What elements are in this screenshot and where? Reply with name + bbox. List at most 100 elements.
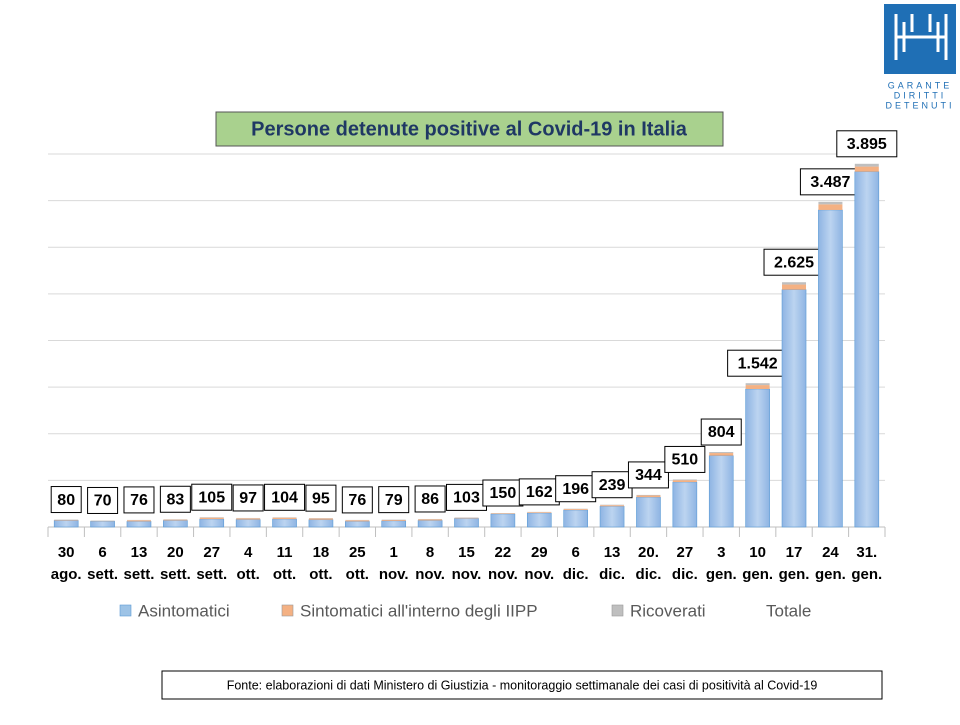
- x-tick-label: 29: [531, 544, 548, 561]
- logo-text: DIRITTI: [894, 90, 947, 100]
- x-tick-label: gen.: [706, 566, 737, 583]
- x-tick-label: 30: [58, 544, 75, 561]
- total-label: 83: [166, 491, 184, 508]
- bar-segment: [382, 520, 406, 521]
- bar-segment: [818, 202, 842, 205]
- x-tick-label: dic.: [672, 566, 698, 583]
- x-tick-label: 17: [786, 544, 803, 561]
- legend-swatch: [612, 605, 623, 616]
- legend-label: Asintomatici: [138, 601, 230, 620]
- bar-segment: [600, 506, 624, 527]
- bar-segment: [673, 479, 697, 480]
- x-tick-label: sett.: [87, 566, 118, 583]
- logo-text: DETENUTI: [886, 100, 955, 110]
- bar-segment: [455, 518, 479, 519]
- x-tick-label: nov.: [524, 566, 554, 583]
- x-tick-label: ago.: [51, 566, 82, 583]
- bar-segment: [127, 520, 151, 521]
- bar-segment: [236, 518, 260, 519]
- x-tick-label: 10: [749, 544, 766, 561]
- x-tick-label: ott.: [309, 566, 332, 583]
- bar-segment: [163, 520, 187, 527]
- total-label: 80: [57, 492, 75, 509]
- x-tick-label: gen.: [815, 566, 846, 583]
- bar-segment: [491, 513, 515, 514]
- bar-segment: [127, 521, 151, 527]
- bar-segment: [709, 452, 733, 453]
- x-tick-label: 20: [167, 544, 184, 561]
- x-tick-label: nov.: [452, 566, 482, 583]
- chart-title: Persone detenute positive al Covid-19 in…: [251, 118, 688, 140]
- x-tick-label: 22: [495, 544, 512, 561]
- x-tick-label: 13: [604, 544, 621, 561]
- x-tick-label: gen.: [742, 566, 773, 583]
- bar-segment: [709, 453, 733, 456]
- bar-segment: [345, 520, 369, 521]
- x-tick-label: 25: [349, 544, 366, 561]
- legend-swatch: [282, 605, 293, 616]
- x-tick-label: 11: [277, 544, 293, 561]
- bar-segment: [818, 210, 842, 527]
- bar-segment: [273, 519, 297, 527]
- x-tick-label: nov.: [379, 566, 409, 583]
- legend-label: Totale: [766, 601, 811, 620]
- legend-swatch: [120, 605, 131, 616]
- bar-segment: [855, 172, 879, 527]
- total-label: 97: [239, 490, 257, 507]
- bar-segment: [636, 495, 660, 497]
- total-label: 70: [94, 493, 112, 510]
- x-tick-label: ott.: [346, 566, 369, 583]
- bar-segment: [200, 519, 224, 527]
- x-tick-label: 13: [131, 544, 148, 561]
- bar-segment: [636, 497, 660, 527]
- bar-segment: [309, 519, 333, 520]
- total-label: 150: [490, 485, 517, 502]
- bar-segment: [818, 204, 842, 210]
- bar-segment: [54, 520, 78, 527]
- bar-segment: [636, 495, 660, 496]
- bar-segment: [273, 518, 297, 519]
- bar-segment: [91, 521, 115, 527]
- total-label: 104: [271, 490, 298, 507]
- x-tick-label: dic.: [563, 566, 589, 583]
- x-tick-label: 8: [426, 544, 434, 561]
- total-label: 1.542: [738, 355, 778, 372]
- bar-segment: [309, 520, 333, 527]
- x-tick-label: dic.: [636, 566, 662, 583]
- total-label: 510: [671, 452, 698, 469]
- bar-segment: [564, 509, 588, 510]
- bar-segment: [782, 290, 806, 527]
- bar-segment: [382, 521, 406, 527]
- legend-label: Ricoverati: [630, 601, 706, 620]
- bar-segment: [163, 520, 187, 521]
- bar-segment: [673, 480, 697, 482]
- x-tick-label: dic.: [599, 566, 625, 583]
- bar-segment: [236, 520, 260, 527]
- total-label: 3.895: [847, 136, 887, 153]
- bar-segment: [345, 521, 369, 527]
- bar-segment: [746, 383, 770, 385]
- bar-segment: [709, 456, 733, 527]
- x-tick-label: sett.: [196, 566, 227, 583]
- x-tick-label: 3: [717, 544, 725, 561]
- bar-segment: [746, 389, 770, 527]
- legend-label: Sintomatici all'interno degli IIPP: [300, 601, 538, 620]
- bar-segment: [527, 513, 551, 527]
- logo: GARANTE DIRITTI DETENUTI: [884, 4, 956, 110]
- bar-segment: [855, 167, 879, 172]
- x-tick-label: 6: [98, 544, 106, 561]
- x-tick-label: nov.: [488, 566, 518, 583]
- x-tick-label: ott.: [273, 566, 296, 583]
- total-label: 239: [599, 477, 626, 494]
- total-label: 804: [708, 424, 735, 441]
- x-tick-label: 20.: [638, 544, 659, 561]
- total-label: 76: [348, 492, 366, 509]
- x-tick-label: 15: [458, 544, 475, 561]
- total-label: 2.625: [774, 254, 814, 271]
- logo-text: GARANTE: [888, 80, 953, 90]
- x-tick-label: 27: [203, 544, 220, 561]
- total-label: 79: [385, 492, 403, 509]
- x-tick-label: nov.: [415, 566, 445, 583]
- total-label: 196: [562, 481, 589, 498]
